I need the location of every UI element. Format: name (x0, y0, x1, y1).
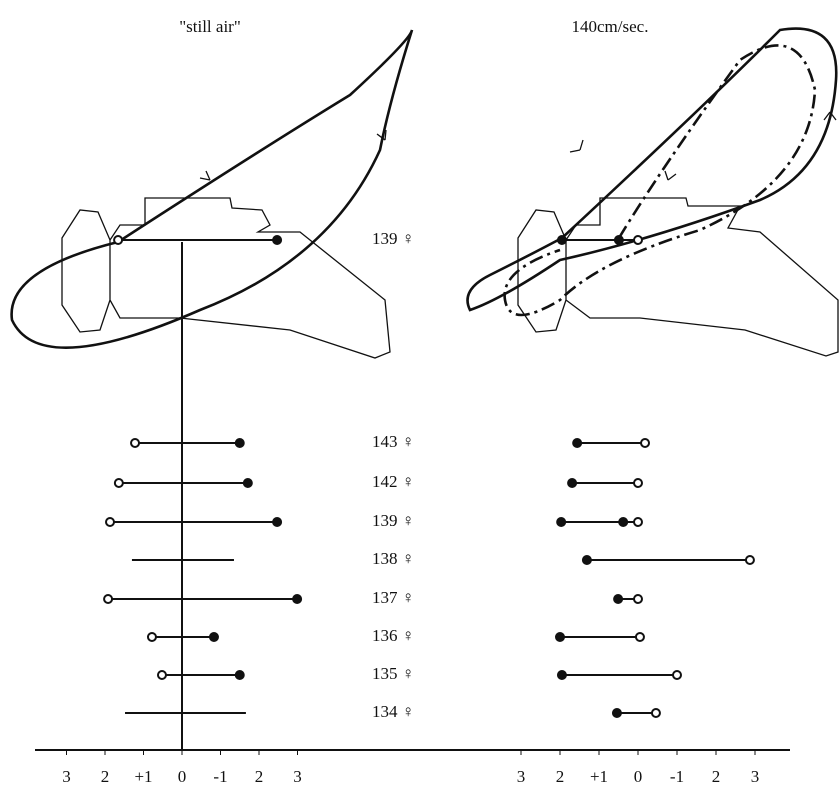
tick-label: -1 (213, 767, 227, 785)
point-open (634, 518, 642, 526)
point-open (634, 236, 642, 244)
point-filled (293, 595, 301, 603)
arrowheads (200, 112, 836, 180)
tick-label: +1 (134, 767, 152, 785)
tick-label: 0 (178, 767, 187, 785)
specimen-label: 142 ♀ (372, 472, 415, 491)
point-open (641, 439, 649, 447)
tick-label: -1 (670, 767, 684, 785)
specimen-label: 139 ♀ (372, 229, 415, 248)
point-open (106, 518, 114, 526)
point-open (652, 709, 660, 717)
point-filled (236, 439, 244, 447)
tick-label: 2 (255, 767, 264, 785)
specimen-label: 143 ♀ (372, 432, 415, 451)
wingtip-path (12, 30, 412, 348)
point-filled (583, 556, 591, 564)
tick-label: 3 (293, 767, 302, 785)
wingtip-path-dashed (505, 45, 815, 315)
point-open (131, 439, 139, 447)
point-open (673, 671, 681, 679)
tick-label: 3 (62, 767, 71, 785)
figure: 139 ♀ 143 ♀ 142 ♀ 139 ♀ 138 ♀ 137 ♀ 136 ♀ 135 ♀… (0, 0, 839, 785)
specimen-label: 138 ♀ (372, 549, 415, 568)
point-open (114, 236, 122, 244)
point-open (158, 671, 166, 679)
insect-left (62, 198, 390, 358)
point-filled (236, 671, 244, 679)
tick-label: 2 (556, 767, 565, 785)
point-filled (568, 479, 576, 487)
tick-label: 2 (101, 767, 110, 785)
point-filled (615, 236, 623, 244)
tick-label: 0 (634, 767, 643, 785)
point-open (148, 633, 156, 641)
point-filled (573, 439, 581, 447)
panel-title: 140cm/sec. (572, 17, 649, 36)
point-open (115, 479, 123, 487)
point-filled (558, 671, 566, 679)
point-open (746, 556, 754, 564)
point-filled (614, 595, 622, 603)
point-open (104, 595, 112, 603)
point-filled (613, 709, 621, 717)
point-filled (210, 633, 218, 641)
specimen-label: 139 ♀ (372, 511, 415, 530)
point-open (634, 595, 642, 603)
tick-label: +1 (590, 767, 608, 785)
tick-label: 2 (712, 767, 721, 785)
point-filled (273, 518, 281, 526)
point-open (636, 633, 644, 641)
point-filled (557, 518, 565, 526)
point-open (634, 479, 642, 487)
point-filled (244, 479, 252, 487)
specimen-label: 136 ♀ (372, 626, 415, 645)
specimen-label: 134 ♀ (372, 702, 415, 721)
tick-label: 3 (751, 767, 760, 785)
tick-label: 3 (517, 767, 526, 785)
specimen-label: 137 ♀ (372, 588, 415, 607)
point-filled (556, 633, 564, 641)
point-filled (273, 236, 281, 244)
specimen-label: 135 ♀ (372, 664, 415, 683)
point-filled (558, 236, 566, 244)
wingtip-path (468, 29, 837, 310)
panel-title: "still air" (179, 17, 241, 36)
point-filled (619, 518, 627, 526)
insect-right (518, 198, 838, 356)
